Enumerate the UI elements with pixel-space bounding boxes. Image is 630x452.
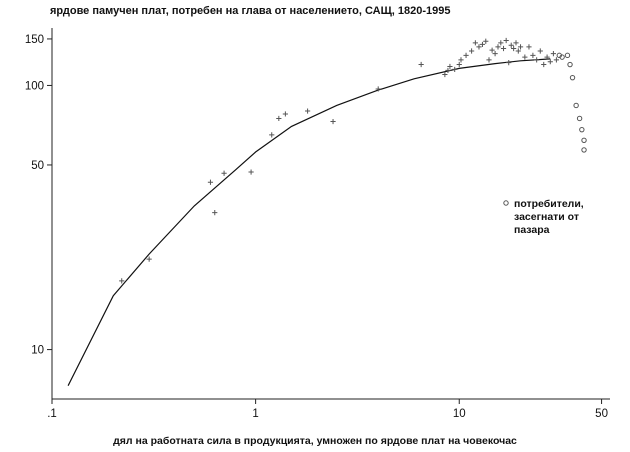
data-point-plus xyxy=(550,50,556,57)
x-tick-label: .1 xyxy=(47,408,57,420)
data-point-circle xyxy=(573,102,579,109)
data-point-plus xyxy=(442,71,448,78)
data-point-plus xyxy=(500,45,507,52)
data-point-plus xyxy=(544,54,550,60)
fit-curve-layer xyxy=(67,58,551,386)
data-point-plus xyxy=(547,59,553,65)
data-point-plus xyxy=(530,52,536,58)
data-point-plus xyxy=(486,57,492,63)
data-point-plus xyxy=(447,63,453,70)
x-axis-label: дял на работната сила в продукцията, умн… xyxy=(113,435,517,447)
data-point-circle xyxy=(576,115,583,122)
data-point-plus xyxy=(469,48,475,54)
data-point-plus xyxy=(330,118,336,125)
data-point-plus xyxy=(146,256,152,262)
legend-marker-circle xyxy=(503,200,509,206)
data-point-plus xyxy=(445,67,451,74)
data-point-plus xyxy=(375,86,381,92)
data-point-plus xyxy=(526,44,532,50)
data-points-layer xyxy=(119,37,587,284)
data-point-plus xyxy=(282,111,288,117)
data-point-plus xyxy=(472,40,478,46)
data-point-plus xyxy=(534,57,540,63)
data-point-plus xyxy=(476,44,482,50)
data-point-plus xyxy=(541,61,547,68)
data-point-circle xyxy=(559,54,565,60)
data-point-circle xyxy=(581,137,587,143)
data-point-plus xyxy=(489,47,495,53)
fit-curve-line xyxy=(67,58,551,386)
data-point-plus xyxy=(508,42,514,48)
legend-label-line: засегнати от xyxy=(514,211,579,223)
data-point-plus xyxy=(498,40,504,46)
data-point-plus xyxy=(452,66,458,73)
data-point-plus xyxy=(492,50,498,57)
data-point-plus xyxy=(511,45,517,52)
data-point-plus xyxy=(456,61,462,68)
data-point-plus xyxy=(119,278,125,284)
data-point-plus xyxy=(522,54,528,60)
data-point-plus xyxy=(269,132,275,138)
data-point-plus xyxy=(537,48,543,54)
axes: 10 50 100 150 .1 1 10 50 xyxy=(25,28,610,420)
data-point-plus xyxy=(553,57,559,63)
data-point-plus xyxy=(513,40,519,46)
data-point-circle xyxy=(581,147,587,153)
data-point-plus xyxy=(517,44,524,50)
data-point-circle xyxy=(564,52,571,59)
data-point-plus xyxy=(212,210,218,216)
data-point-plus xyxy=(479,41,486,48)
data-point-plus xyxy=(503,37,509,44)
data-point-plus xyxy=(515,48,521,54)
data-point-plus xyxy=(463,52,469,58)
data-point-plus xyxy=(276,115,282,122)
data-point-plus xyxy=(483,38,489,44)
data-point-plus xyxy=(207,179,214,185)
data-point-plus xyxy=(506,60,512,66)
y-tick-label: 10 xyxy=(31,345,44,357)
y-tick-label: 150 xyxy=(25,34,44,46)
data-point-plus xyxy=(495,44,501,50)
x-tick-label: 50 xyxy=(595,408,608,420)
data-point-plus xyxy=(248,169,254,175)
legend-label-line: пазара xyxy=(514,224,550,236)
data-point-plus xyxy=(458,57,464,63)
data-point-circle xyxy=(569,74,576,81)
x-tick-label: 10 xyxy=(453,408,466,420)
data-point-circle xyxy=(579,126,585,133)
chart-title: ярдове памучен плат, потребен на глава о… xyxy=(50,5,451,17)
data-point-plus xyxy=(305,108,311,114)
data-point-circle xyxy=(567,61,573,68)
legend-label-line: потребители, xyxy=(514,198,584,210)
data-point-plus xyxy=(221,170,227,176)
x-tick-label: 1 xyxy=(252,408,258,420)
data-point-plus xyxy=(418,61,424,68)
y-tick-label: 100 xyxy=(25,80,44,92)
y-tick-label: 50 xyxy=(31,160,44,172)
